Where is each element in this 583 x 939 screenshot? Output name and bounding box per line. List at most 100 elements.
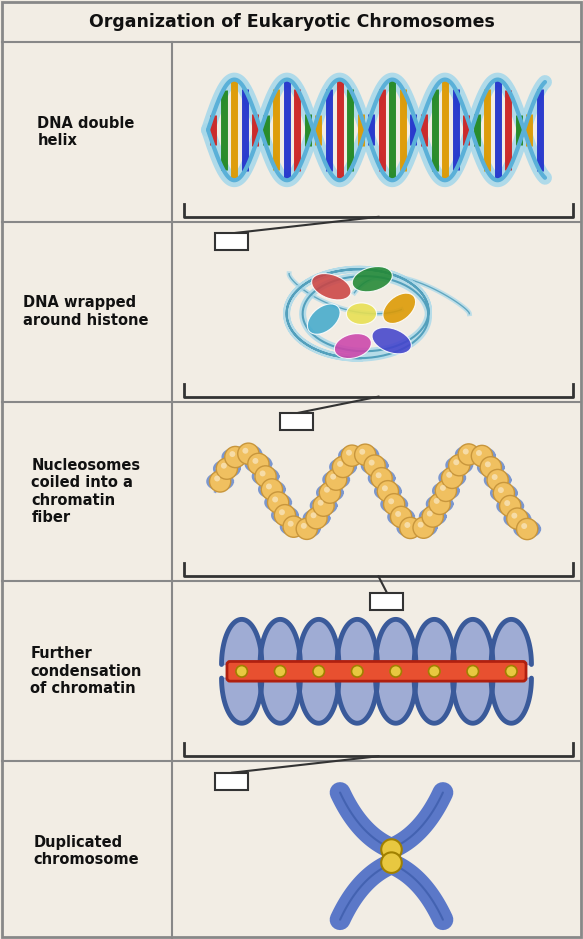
Circle shape [417,522,424,528]
Circle shape [493,483,514,503]
Circle shape [511,513,517,518]
Circle shape [364,455,385,476]
Bar [216,773,248,790]
Ellipse shape [307,304,340,334]
Circle shape [427,511,433,516]
Circle shape [283,516,304,537]
Circle shape [368,459,375,466]
Circle shape [342,445,363,467]
Circle shape [313,495,334,516]
Circle shape [405,522,410,528]
Circle shape [243,448,248,454]
Circle shape [248,454,269,474]
Polygon shape [452,678,493,723]
Circle shape [480,456,501,478]
Circle shape [252,458,258,464]
Circle shape [458,444,479,465]
Circle shape [209,470,231,492]
Circle shape [261,479,283,500]
Polygon shape [337,678,377,723]
Circle shape [391,506,412,528]
Polygon shape [375,678,416,723]
Circle shape [413,517,434,538]
Circle shape [306,508,327,529]
Circle shape [214,475,220,482]
Circle shape [500,496,521,516]
Circle shape [221,463,227,469]
Polygon shape [414,620,454,665]
Bar [216,233,248,251]
Circle shape [268,492,289,513]
Text: Organization of Eukaryotic Chromosomes: Organization of Eukaryotic Chromosomes [89,13,494,31]
Circle shape [400,517,421,539]
Circle shape [259,470,266,476]
Polygon shape [260,620,300,665]
Circle shape [275,666,286,677]
Circle shape [463,449,469,454]
Circle shape [352,666,363,677]
Ellipse shape [346,303,377,325]
Circle shape [429,666,440,677]
Circle shape [279,509,285,516]
Circle shape [287,521,294,527]
Circle shape [216,458,237,479]
Text: Further
condensation
of chromatin: Further condensation of chromatin [30,646,142,696]
Circle shape [498,487,504,493]
Circle shape [313,666,325,677]
Circle shape [238,443,259,464]
Circle shape [318,500,324,506]
Circle shape [266,484,272,489]
Circle shape [296,518,317,539]
Polygon shape [260,678,300,723]
Circle shape [382,485,388,491]
Bar [280,413,314,430]
Circle shape [359,449,365,454]
Ellipse shape [335,333,371,359]
Circle shape [471,445,493,467]
Polygon shape [298,678,339,723]
Polygon shape [491,620,532,665]
Text: Duplicated
chromosome: Duplicated chromosome [33,835,139,868]
Circle shape [422,506,443,527]
Text: DNA double
helix: DNA double helix [37,115,135,148]
Circle shape [390,666,402,677]
Circle shape [274,504,296,526]
Circle shape [429,493,450,515]
Circle shape [337,461,343,467]
Circle shape [371,468,392,489]
Circle shape [440,485,446,491]
Circle shape [517,518,538,540]
Text: DNA wrapped
around histone: DNA wrapped around histone [23,296,149,328]
Circle shape [346,450,352,455]
Circle shape [446,472,452,478]
Circle shape [381,839,402,860]
Circle shape [521,523,527,529]
Polygon shape [222,620,262,665]
Circle shape [453,459,459,465]
Circle shape [354,444,376,466]
Circle shape [507,508,528,530]
Circle shape [330,473,336,480]
Circle shape [324,486,330,493]
Circle shape [388,499,394,504]
Circle shape [467,666,479,677]
Polygon shape [414,678,454,723]
Polygon shape [337,620,377,665]
Circle shape [505,666,517,677]
Circle shape [381,853,402,873]
Circle shape [319,482,340,503]
Circle shape [504,500,510,506]
Text: Nucleosomes
coiled into a
chromatin
fiber: Nucleosomes coiled into a chromatin fibe… [31,458,141,525]
Circle shape [441,468,463,488]
Polygon shape [491,678,532,723]
Circle shape [384,494,405,515]
Bar [370,593,403,610]
Ellipse shape [352,267,392,292]
Circle shape [487,470,508,491]
Circle shape [485,461,491,468]
Circle shape [272,497,278,502]
Polygon shape [222,678,262,723]
Polygon shape [375,620,416,665]
Circle shape [332,456,354,478]
FancyBboxPatch shape [227,661,526,681]
